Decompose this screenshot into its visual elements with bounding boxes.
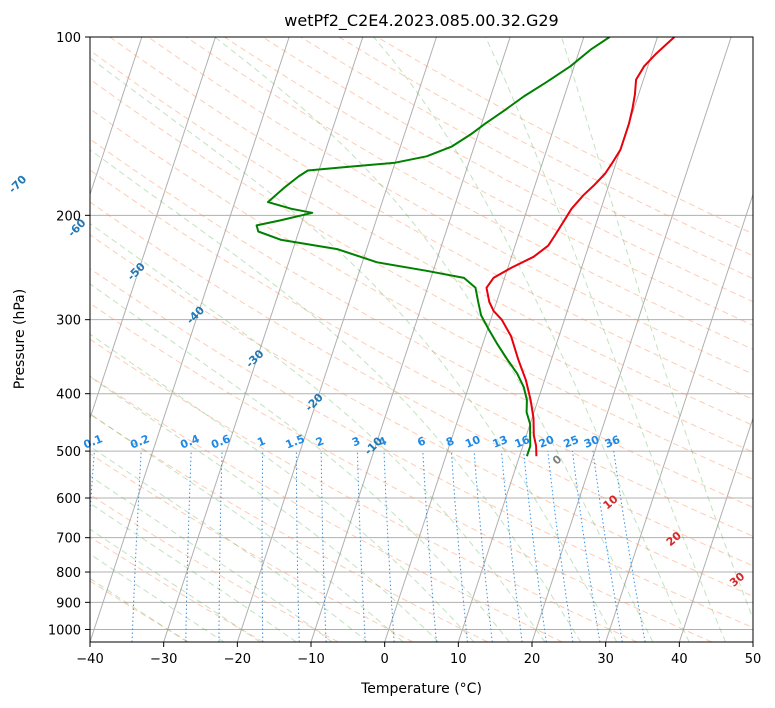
series-layer — [255, 37, 676, 457]
x-tick-label: −40 — [76, 652, 103, 667]
isotherm-line — [163, 37, 364, 642]
moist-adiabat-line — [90, 528, 261, 642]
axis-layer: −40 −30 −20 −10 0 10 20 30 40 50 100 200 300 400 500 60… — [48, 31, 761, 667]
dry-adiabat-line — [90, 169, 753, 537]
mixing-ratio-label: 36 — [603, 433, 622, 451]
mixing-ratio-line — [523, 451, 547, 642]
dewpoint-line — [255, 37, 611, 457]
isotherm-line — [310, 37, 511, 642]
dry-adiabat-line — [90, 78, 753, 453]
dry-adiabat-line — [90, 536, 264, 642]
moist-adiabat-line — [90, 283, 510, 642]
moist-adiabat-line — [90, 376, 439, 642]
dry-adiabat-line — [90, 268, 753, 629]
dry-adiabat-line — [90, 413, 488, 642]
mixing-ratio-label: 25 — [562, 433, 581, 451]
dry-adiabat-line — [90, 108, 753, 480]
moist-adiabat-line — [561, 37, 753, 621]
mixing-ratio-label: 3 — [350, 434, 362, 449]
grid-layer — [90, 37, 753, 642]
y-tick-label: 600 — [56, 492, 81, 507]
moist-adiabat-line — [90, 222, 546, 642]
y-tick-label: 400 — [56, 388, 81, 403]
x-tick-label: −20 — [224, 652, 251, 667]
dry-adiabat-line — [90, 234, 753, 597]
x-tick-label: 30 — [597, 652, 614, 667]
temperature-line — [485, 37, 676, 457]
x-tick-label: 0 — [381, 652, 389, 667]
y-tick-label: 100 — [56, 31, 81, 46]
y-tick-label: 200 — [56, 209, 81, 224]
y-tick-label: 1000 — [48, 623, 81, 638]
moist-adiabat-line — [373, 37, 690, 642]
isotherm-line — [90, 37, 290, 642]
y-tick-label: 800 — [56, 566, 81, 581]
mixing-ratio-label: 2 — [314, 434, 326, 449]
moist-adiabat-line — [90, 502, 297, 642]
dry-adiabat-line — [147, 37, 753, 375]
y-tick-label: 500 — [56, 445, 81, 460]
y-tick-label: 900 — [56, 596, 81, 611]
mixing-ratio-label: 1 — [255, 434, 267, 449]
moist-adiabat-line — [90, 475, 333, 642]
dry-adiabat-line — [90, 453, 414, 642]
isotherm-line — [90, 37, 143, 197]
dry-adiabat-line — [90, 49, 753, 427]
isotherm-line — [531, 37, 732, 642]
mixing-ratio-line — [592, 451, 623, 642]
mixing-ratio-label: 8 — [444, 434, 456, 449]
x-tick-label: −10 — [297, 652, 324, 667]
mixing-ratio-line — [500, 451, 523, 642]
moist-adiabat-line — [90, 413, 404, 642]
mixing-ratio-label: 10 — [463, 433, 482, 451]
mixing-ratio-line — [547, 451, 574, 642]
mixing-ratio-label: 30 — [582, 433, 601, 451]
dry-adiabat-line — [90, 302, 712, 642]
dry-adiabat-line — [90, 375, 563, 642]
dry-adiabat-line — [90, 201, 753, 567]
isotherm-line — [605, 192, 753, 642]
mixing-ratio-line — [450, 451, 468, 642]
moist-adiabat-line — [214, 37, 654, 642]
y-axis-label: Pressure (hPa) — [12, 289, 28, 389]
isotherm-line — [384, 37, 585, 642]
isotherm-line — [90, 37, 216, 420]
isotherm-line — [678, 416, 753, 642]
x-tick-label: 40 — [671, 652, 688, 667]
x-axis-label: Temperature (°C) — [360, 681, 482, 697]
mixing-ratio-label: 13 — [491, 433, 510, 451]
chart-title: wetPf2_C2E4.2023.085.00.32.G29 — [284, 11, 558, 31]
isotherm-line — [236, 37, 437, 642]
y-tick-label: 300 — [56, 314, 81, 329]
moist-adiabat-line — [485, 37, 727, 642]
dry-adiabat-line — [90, 338, 638, 642]
mixing-ratio-line — [422, 451, 437, 642]
dry-adiabat-line — [90, 580, 190, 642]
x-tick-label: −30 — [150, 652, 177, 667]
mixing-ratio-line — [473, 451, 493, 642]
mixing-ratio-label: 16 — [513, 433, 532, 451]
x-tick-label: 10 — [450, 652, 467, 667]
x-tick-label: 20 — [524, 652, 541, 667]
x-tick-label: 50 — [745, 652, 762, 667]
dry-adiabat-line — [185, 37, 753, 351]
plot-frame — [89, 36, 754, 643]
mixing-ratio-line — [572, 451, 601, 642]
mixing-ratio-label: 20 — [537, 433, 556, 451]
y-tick-label: 700 — [56, 532, 81, 547]
